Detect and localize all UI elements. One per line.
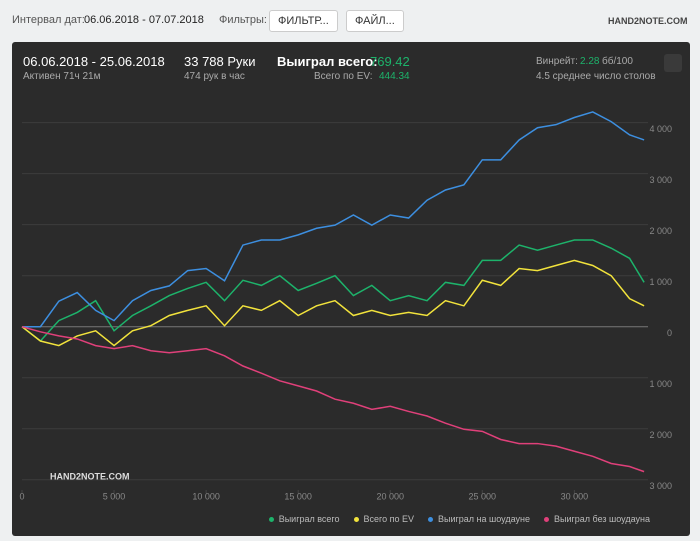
filter-button[interactable]: ФИЛЬТР... xyxy=(269,10,338,32)
stats-panel: 06.06.2018 - 25.06.2018 Активен 71ч 21м … xyxy=(12,42,690,536)
legend: Выиграл всего Всего по EV Выиграл на шоуда… xyxy=(268,514,650,524)
legend-swatch xyxy=(544,517,549,523)
legend-item[interactable]: Всего по EV xyxy=(353,514,415,524)
series-line xyxy=(21,239,645,343)
settings-button[interactable] xyxy=(664,54,682,72)
y-tick-label: 0 xyxy=(667,328,672,338)
y-tick-label: 1 000 xyxy=(649,277,672,287)
y-tick-label: 2 000 xyxy=(649,226,672,236)
y-tick-label: 3 000 xyxy=(649,175,672,185)
per-hour: 474 рук в час xyxy=(184,71,245,82)
watermark: HAND2NOTE.COM xyxy=(50,471,130,481)
won-value: 769.42 xyxy=(370,54,410,69)
legend-label: Выиграл всего xyxy=(278,514,340,524)
logo: HAND2NOTE.COM xyxy=(608,16,688,26)
date-range[interactable]: 06.06.2018 - 07.07.2018 xyxy=(84,14,204,26)
hands: 33 788 Руки xyxy=(184,54,256,69)
x-tick-label: 10 000 xyxy=(192,491,220,501)
legend-label: Всего по EV xyxy=(363,514,415,524)
y-tick-label: 4 000 xyxy=(649,124,672,134)
winrate-label: Винрейт: xyxy=(536,56,578,67)
y-tick-label: 3 000 xyxy=(649,481,672,491)
series-line xyxy=(22,111,645,328)
x-tick-label: 30 000 xyxy=(561,491,589,501)
x-tick-label: 5 000 xyxy=(103,491,126,501)
legend-label: Выиграл без шоудауна xyxy=(554,514,650,524)
won-label: Выиграл всего: xyxy=(277,54,378,69)
active: Активен 71ч 21м xyxy=(23,71,101,82)
y-tick-label: 1 000 xyxy=(649,379,672,389)
legend-item[interactable]: Выиграл без шоудауна xyxy=(544,514,650,524)
x-tick-label: 15 000 xyxy=(284,491,312,501)
series-line xyxy=(21,259,645,347)
x-tick-label: 20 000 xyxy=(376,491,404,501)
ev-value: 444.34 xyxy=(379,71,410,82)
winrate-value: 2.28 xyxy=(580,56,600,67)
date-label: Интервал дат: xyxy=(12,14,85,26)
legend-swatch xyxy=(268,517,274,523)
tables: 4.5 среднее число столов xyxy=(536,71,656,82)
legend-swatch xyxy=(353,517,359,523)
series-line xyxy=(21,325,645,473)
x-tick-label: 0 xyxy=(19,491,24,501)
legend-label: Выиграл на шоудауне xyxy=(438,514,530,524)
period: 06.06.2018 - 25.06.2018 xyxy=(23,54,165,69)
legend-item[interactable]: Выиграл всего xyxy=(268,514,340,524)
filters-label: Фильтры: xyxy=(219,14,267,26)
y-tick-label: 2 000 xyxy=(649,430,672,440)
legend-item[interactable]: Выиграл на шоудауне xyxy=(428,514,530,524)
ev-label: Всего по EV: xyxy=(314,71,373,82)
file-button[interactable]: ФАЙЛ... xyxy=(346,10,404,32)
x-tick-label: 25 000 xyxy=(469,491,497,501)
winrate-unit: бб/100 xyxy=(602,56,633,67)
legend-swatch xyxy=(428,517,434,523)
